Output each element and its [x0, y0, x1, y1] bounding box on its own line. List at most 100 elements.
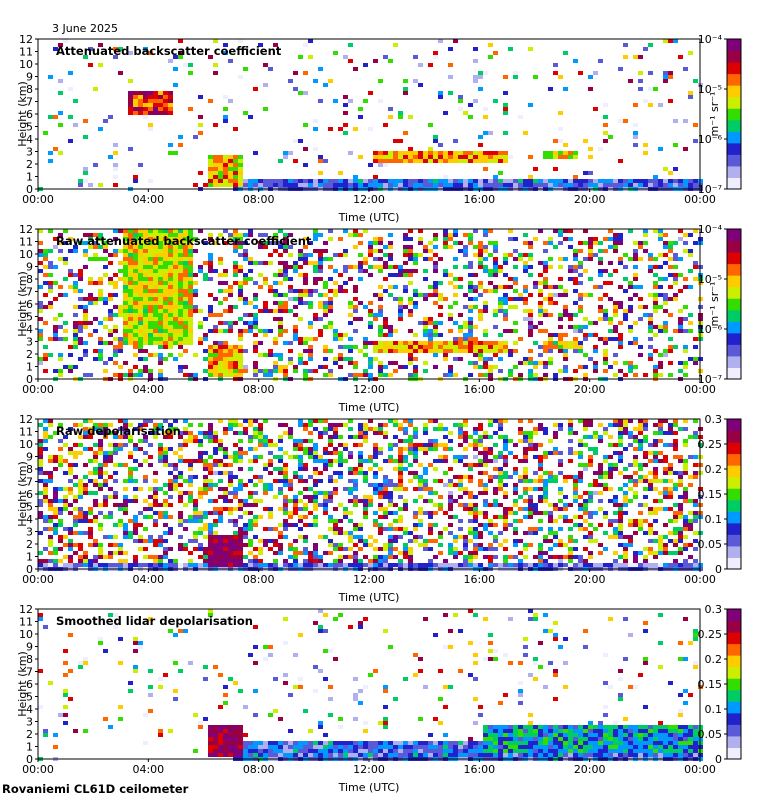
colorbar-segment	[727, 453, 741, 466]
colorbar-segment	[727, 620, 741, 633]
colorbar-unit-label: m⁻¹ sr⁻¹	[708, 282, 721, 327]
colorbar-segment	[727, 476, 741, 489]
y-tick-label: 11	[19, 616, 33, 629]
colorbar-segment	[727, 85, 741, 98]
colorbar-tick-label: 0.2	[705, 463, 723, 476]
colorbar-segment	[727, 50, 741, 63]
colorbar-tick-label: 0.25	[698, 628, 723, 641]
y-tick-label: 7	[26, 476, 33, 489]
y-tick-label: 5	[26, 691, 33, 704]
y-axis-label: Height (km)	[16, 461, 29, 527]
colorbar-tick-label: 10⁻⁴	[698, 33, 723, 46]
y-tick-label: 7	[26, 96, 33, 109]
colorbar-tick-label: 0.3	[705, 603, 723, 616]
colorbar-frame	[726, 228, 742, 380]
colorbar-segment	[727, 73, 741, 86]
x-tick-label: 08:00	[243, 573, 275, 586]
y-tick-label: 4	[26, 703, 33, 716]
colorbar-segment	[727, 229, 741, 242]
x-tick-label: 00:00	[684, 193, 716, 206]
y-tick-label: 2	[26, 348, 33, 361]
x-tick-label: 20:00	[574, 193, 606, 206]
x-tick-label: 16:00	[463, 763, 495, 776]
colorbar-tick-label: 0.1	[705, 703, 723, 716]
y-tick-label: 8	[26, 463, 33, 476]
colorbar-segment	[727, 298, 741, 311]
y-axis-label: Height (km)	[16, 81, 29, 147]
y-tick-label: 3	[26, 526, 33, 539]
colorbar-frame	[726, 38, 742, 190]
colorbar-segment	[727, 534, 741, 547]
x-tick-label: 00:00	[22, 573, 54, 586]
colorbar-segment	[727, 240, 741, 253]
colorbar-segment	[727, 712, 741, 725]
x-tick-label: 20:00	[574, 383, 606, 396]
colorbar-segment	[727, 735, 741, 748]
date-label: 3 June 2025	[52, 22, 118, 35]
colorbar-tick-label: 0.25	[698, 438, 723, 451]
colorbar-segment	[727, 309, 741, 322]
y-tick-label: 11	[19, 426, 33, 439]
y-tick-label: 11	[19, 46, 33, 59]
y-tick-label: 9	[26, 71, 33, 84]
y-tick-label: 8	[26, 653, 33, 666]
y-tick-label: 1	[26, 741, 33, 754]
y-tick-label: 8	[26, 273, 33, 286]
y-tick-label: 2	[26, 538, 33, 551]
x-tick-label: 00:00	[22, 193, 54, 206]
colorbar-segment	[727, 609, 741, 622]
colorbar-tick-label: 0.15	[698, 488, 723, 501]
panel-title: Raw depolarisation	[56, 424, 181, 438]
y-tick-label: 2	[26, 728, 33, 741]
y-tick-label: 12	[19, 33, 33, 46]
colorbar-segment	[727, 332, 741, 345]
colorbar-tick-label: 10⁻⁵	[698, 273, 722, 286]
colorbar: 0 0.05 0.1 0.15 0.2 0.25 0.3	[698, 413, 742, 576]
y-axis-label: Height (km)	[16, 271, 29, 337]
colorbar-tick-label: 0.15	[698, 678, 723, 691]
colorbar-segment	[727, 724, 741, 737]
y-tick-label: 12	[19, 603, 33, 616]
colorbar-segment	[727, 419, 741, 432]
panel-title: Smoothed lidar depolarisation	[56, 614, 253, 628]
y-tick-label: 5	[26, 121, 33, 134]
colorbar-segment	[727, 367, 741, 380]
colorbar-segment	[727, 275, 741, 288]
y-axis-label: Height (km)	[16, 651, 29, 717]
colorbar-segment	[727, 655, 741, 668]
colorbar-tick-label: 10⁻⁷	[698, 183, 722, 196]
y-tick-label: 2	[26, 158, 33, 171]
colorbar-segment	[727, 142, 741, 155]
colorbar-segment	[727, 165, 741, 178]
y-tick-label: 4	[26, 323, 33, 336]
x-axis-label: Time (UTC)	[338, 781, 400, 794]
colorbar-unit-label: m⁻¹ sr⁻¹	[708, 92, 721, 137]
y-tick-label: 10	[19, 58, 33, 71]
x-tick-label: 08:00	[243, 383, 275, 396]
y-tick-label: 6	[26, 488, 33, 501]
y-tick-label: 5	[26, 501, 33, 514]
x-tick-label: 04:00	[132, 383, 164, 396]
panel-title: Raw attenuated backscatter coefficient	[56, 234, 312, 248]
colorbar-tick-label: 10⁻⁴	[698, 223, 723, 236]
colorbar-segment	[727, 252, 741, 265]
colorbar-segment	[727, 108, 741, 121]
x-axis-label: Time (UTC)	[338, 591, 400, 604]
colorbar-tick-label: 0.05	[698, 538, 723, 551]
y-tick-label: 4	[26, 133, 33, 146]
colorbar-segment	[727, 286, 741, 299]
x-axis-label: Time (UTC)	[338, 401, 400, 414]
y-tick-label: 4	[26, 513, 33, 526]
colorbar: 0 0.05 0.1 0.15 0.2 0.25 0.3	[698, 603, 742, 766]
y-tick-label: 0	[26, 373, 33, 386]
colorbar-tick-label: 0.05	[698, 728, 723, 741]
colorbar-tick-label: 0	[715, 563, 722, 576]
colorbar-tick-label: 0.2	[705, 653, 723, 666]
x-tick-label: 12:00	[353, 573, 385, 586]
y-tick-label: 3	[26, 146, 33, 159]
y-tick-label: 6	[26, 678, 33, 691]
colorbar-tick-label: 10⁻⁵	[698, 83, 722, 96]
colorbar-segment	[727, 355, 741, 368]
